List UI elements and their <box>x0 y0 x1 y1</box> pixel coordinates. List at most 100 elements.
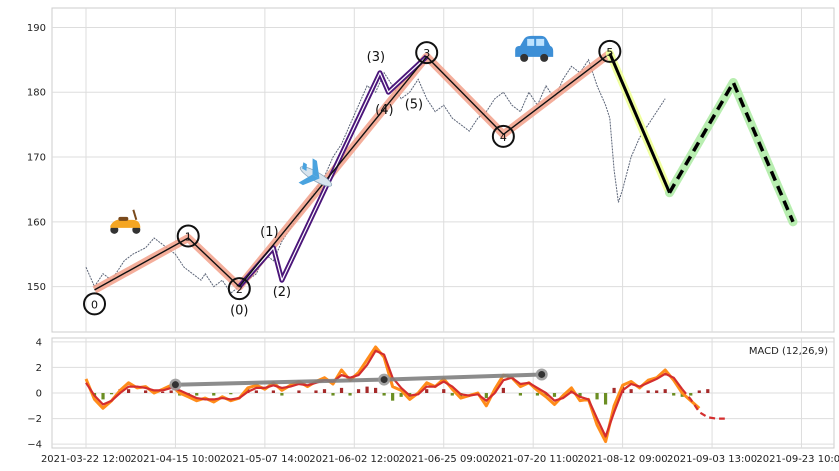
x-tick-label: 2021-09-23 10:00 <box>756 454 839 465</box>
scooter-body <box>110 219 141 228</box>
x-tick-label: 2021-06-25 09:00 <box>399 454 489 465</box>
signal-line <box>85 349 684 438</box>
x-tick-label: 2021-04-15 10:00 <box>130 454 220 465</box>
wave-label: 2 <box>236 283 243 296</box>
macd-histogram-bar <box>501 387 505 393</box>
macd-histogram-bar <box>254 390 258 393</box>
wave-label: 5 <box>606 46 613 59</box>
macd-histogram-bar <box>109 393 114 395</box>
wave-label: 4 <box>500 131 507 144</box>
subwave-label: (0) <box>230 304 248 319</box>
subwave-label: (4) <box>375 103 393 118</box>
subwave-label: (1) <box>260 225 278 240</box>
macd-histogram-bar <box>535 393 540 396</box>
wave-label-circle <box>598 39 622 63</box>
macd-histogram-bar <box>365 386 369 393</box>
wave-label-circle <box>415 41 439 65</box>
price-y-tick-label: 190 <box>27 23 46 34</box>
trendline-point <box>171 381 179 389</box>
macd-histogram-bar <box>331 393 335 396</box>
macd-histogram-bar <box>706 389 710 393</box>
macd-histogram-bar <box>356 389 361 393</box>
airplane-icon <box>298 158 333 187</box>
macd-histogram-bar <box>391 393 395 401</box>
macd-line <box>84 345 701 444</box>
forecast-dashed-line <box>667 80 795 223</box>
x-tick-label: 2021-09-03 13:00 <box>667 454 757 465</box>
macd-histogram-bar <box>672 393 676 396</box>
x-tick-label: 2021-06-02 12:00 <box>309 454 399 465</box>
wave-label-circle <box>83 292 107 316</box>
macd-panel: 2021-03-22 12:00 2021-04-15 10:00 2021-05-… <box>27 337 839 465</box>
car-window <box>536 38 545 46</box>
macd-histogram-bar <box>399 393 403 397</box>
macd-histogram-bar <box>126 389 131 393</box>
price-panel: 150 160 170 180 190 0 1 2 3 4 5 (0) (1) (2) (3) (4) (5) <box>27 7 835 333</box>
macd-y-tick-label: 4 <box>36 337 42 348</box>
macd-histogram-bar <box>578 393 582 397</box>
x-tick-label: 2021-03-22 12:00 <box>41 454 131 465</box>
sub-wave-inner-line <box>238 56 428 287</box>
car-window <box>527 38 535 46</box>
macd-histogram-bar <box>629 389 633 393</box>
car-wheel <box>520 53 529 62</box>
macd-histogram-bar <box>339 387 344 393</box>
x-tick-label: 2021-08-12 09:00 <box>578 454 668 465</box>
subwave-label: (3) <box>367 50 385 65</box>
trendline-point <box>380 376 388 384</box>
wave-label: 3 <box>423 47 430 60</box>
macd-histogram-bar <box>297 390 301 393</box>
price-y-tick-label: 170 <box>27 153 46 164</box>
scooter-handle <box>132 209 138 221</box>
macd-histogram-bar <box>646 390 650 393</box>
price-y-tick-label: 150 <box>27 282 46 293</box>
subwave-label: (5) <box>405 97 423 112</box>
macd-histogram-bar <box>442 389 446 393</box>
wave-label-circle <box>491 124 515 148</box>
main-wave-line <box>94 52 611 291</box>
macd-histogram-bar <box>663 389 667 393</box>
macd-histogram-bar <box>280 393 284 396</box>
macd-histogram-bar <box>212 393 216 396</box>
macd-histogram-bar <box>322 389 327 393</box>
macd-histogram-bar <box>271 390 275 393</box>
price-series-line <box>85 58 666 294</box>
macd-histogram-bar <box>101 393 105 400</box>
macd-histogram-bar <box>697 390 701 393</box>
airplane-wing <box>312 158 320 179</box>
car-icon <box>515 35 554 62</box>
airplane-wing <box>298 174 320 186</box>
macd-histogram-bar <box>425 389 429 393</box>
wave-label-circle <box>227 277 251 301</box>
macd-histogram-bar <box>195 393 199 396</box>
wave-label: 0 <box>91 298 98 311</box>
macd-histogram-bar <box>374 387 378 393</box>
wave-label: 1 <box>185 231 192 244</box>
car-wheel <box>540 53 549 62</box>
macd-histogram-bar <box>348 393 352 396</box>
macd-y-tick-label: 0 <box>36 389 42 400</box>
macd-y-tick-label: −4 <box>27 440 42 451</box>
macd-histogram-bar <box>169 390 173 393</box>
x-tick-label: 2021-07-20 11:00 <box>488 454 578 465</box>
macd-y-tick-label: 2 <box>36 363 42 374</box>
macd-histogram-bar <box>518 393 522 396</box>
macd-histogram-bar <box>144 390 148 393</box>
price-plot-frame <box>51 7 835 333</box>
airplane-tail <box>302 162 307 171</box>
macd-histogram-bar <box>612 387 616 393</box>
macd-histogram-bar <box>552 393 557 397</box>
macd-legend-label: MACD (12,26,9) <box>749 346 828 357</box>
signal-forecast-line <box>681 388 725 420</box>
forecast-solid-line <box>608 52 671 194</box>
wave-label-circle <box>176 224 200 248</box>
macd-histogram-bar <box>484 393 488 399</box>
scooter-icon <box>110 209 141 234</box>
macd-histogram-bar <box>603 393 608 405</box>
x-tick-label: 2021-05-07 14:00 <box>220 454 310 465</box>
trendline-point <box>538 370 546 378</box>
subwave-label: (2) <box>273 285 291 300</box>
scooter-seat <box>118 216 129 221</box>
macd-histogram-bar <box>161 391 165 393</box>
